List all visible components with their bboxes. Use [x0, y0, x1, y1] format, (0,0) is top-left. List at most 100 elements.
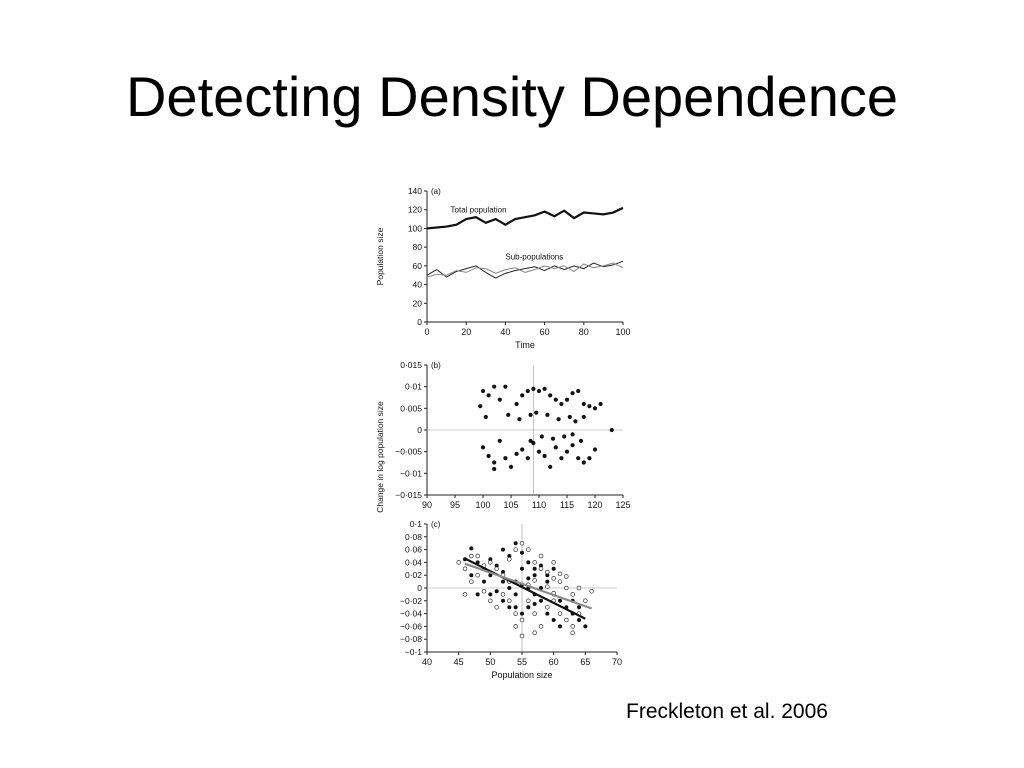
data-point	[587, 456, 592, 461]
data-point-open	[532, 560, 537, 565]
data-point	[520, 393, 525, 398]
x-tick-label: 100	[475, 500, 490, 510]
data-point	[503, 456, 508, 461]
x-tick-label: 110	[532, 500, 546, 510]
data-point-filled	[577, 618, 581, 622]
y-tick-label: 40	[413, 280, 423, 290]
data-point-open	[538, 624, 544, 629]
data-point	[564, 449, 570, 454]
data-point-filled	[558, 624, 562, 629]
data-point	[542, 386, 547, 391]
x-tick-label: 105	[503, 500, 518, 510]
data-point-open	[488, 560, 493, 565]
data-point	[550, 436, 556, 441]
y-tick-label: 140	[408, 186, 422, 196]
data-point-open	[564, 585, 569, 591]
data-point	[534, 410, 539, 415]
data-point	[587, 404, 592, 409]
y-tick-label: −0·06	[400, 621, 422, 631]
data-point-filled	[513, 541, 518, 546]
data-point	[581, 460, 586, 465]
data-point-open	[481, 588, 487, 594]
y-tick-label: 0·08	[405, 532, 422, 542]
data-point-filled	[482, 579, 486, 584]
data-point-open	[519, 633, 525, 639]
data-point	[570, 391, 575, 396]
data-point-open	[462, 566, 468, 572]
data-point-open	[513, 611, 518, 616]
data-point-open	[507, 556, 512, 562]
data-point-filled	[488, 557, 493, 562]
data-point	[598, 401, 603, 407]
series-line-0	[426, 206, 624, 230]
data-point	[506, 412, 511, 417]
data-point-filled	[501, 547, 505, 552]
data-point-open	[513, 547, 518, 552]
data-point-open	[551, 560, 556, 565]
data-point-open	[532, 611, 537, 616]
y-tick-label: 120	[408, 205, 422, 215]
data-point-filled	[551, 618, 556, 622]
citation: Freckleton et al. 2006	[626, 700, 828, 723]
data-point-open	[557, 611, 563, 616]
data-point-open	[545, 584, 550, 589]
data-point	[553, 445, 558, 450]
x-tick-label: 70	[612, 657, 622, 667]
data-point	[497, 397, 502, 402]
data-point-filled	[475, 592, 480, 597]
series-line-2	[426, 262, 624, 278]
y-tick-label: −0·08	[400, 634, 422, 644]
data-point	[570, 443, 575, 448]
data-point-filled	[520, 566, 524, 571]
data-point-filled	[532, 573, 537, 578]
data-point	[536, 388, 542, 394]
data-point-filled	[539, 598, 543, 603]
data-point	[581, 414, 586, 420]
data-point-open	[589, 588, 594, 594]
x-tick-label: 65	[580, 657, 590, 667]
data-point-open	[538, 553, 544, 559]
data-point-filled	[513, 592, 518, 597]
x-tick-label: 115	[560, 500, 574, 510]
data-point-open	[545, 569, 550, 575]
data-point-open	[519, 617, 525, 623]
data-point	[531, 440, 536, 446]
y-tick-label: 0	[417, 425, 422, 435]
data-point-open	[500, 592, 506, 597]
y-tick-label: 0	[417, 583, 422, 593]
x-tick-label: 55	[517, 657, 527, 667]
panel-label: (c)	[431, 520, 441, 529]
data-point-filled	[526, 560, 531, 565]
data-point-filled	[488, 573, 493, 578]
x-tick-label: 20	[461, 327, 471, 337]
panel-label: (b)	[431, 361, 441, 370]
data-point-open	[475, 553, 480, 559]
data-point-filled	[526, 605, 531, 610]
data-point-filled	[545, 573, 550, 578]
data-point	[553, 397, 558, 402]
y-tick-label: 0·06	[405, 545, 422, 555]
data-point-filled	[545, 579, 550, 584]
data-point	[525, 456, 530, 461]
y-tick-label: 20	[413, 298, 423, 308]
data-point	[514, 451, 519, 456]
data-point-filled	[577, 605, 581, 610]
data-point	[486, 393, 491, 398]
data-point-filled	[501, 579, 505, 584]
slide-title: Detecting Density Dependence	[125, 65, 899, 128]
data-point-open	[526, 598, 531, 604]
data-point-open	[513, 624, 518, 629]
x-tick-label: 40	[500, 327, 510, 337]
data-point	[497, 438, 502, 443]
data-point-open	[532, 578, 537, 583]
data-point-open	[456, 560, 461, 565]
y-tick-label: 60	[413, 261, 423, 271]
data-point	[486, 453, 491, 459]
data-point-open	[564, 617, 569, 623]
data-point	[592, 406, 598, 411]
data-point-open	[576, 585, 582, 591]
data-point-filled	[469, 573, 474, 578]
data-point-open	[507, 598, 512, 604]
data-point-open	[519, 540, 525, 546]
data-point	[483, 414, 488, 420]
